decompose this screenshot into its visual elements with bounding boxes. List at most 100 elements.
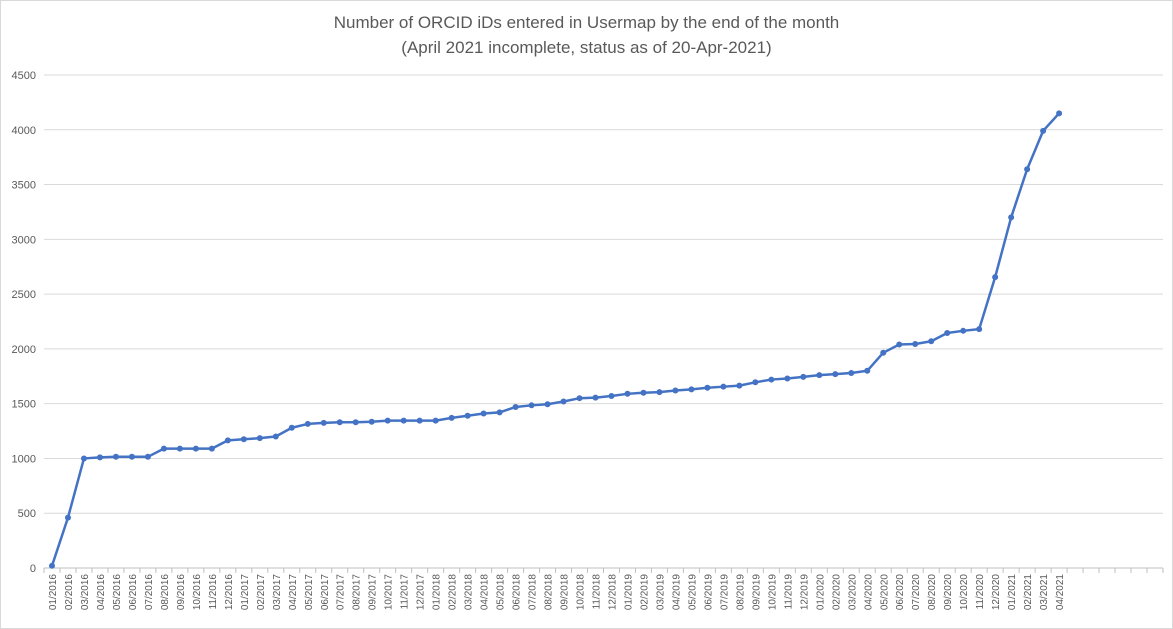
data-point: [512, 403, 519, 410]
x-tick-label: 04/2021: [1055, 574, 1066, 611]
x-tick-label: 06/2016: [128, 574, 139, 611]
data-point: [288, 424, 295, 431]
data-point: [976, 326, 983, 333]
data-point: [640, 389, 647, 396]
x-tick-label: 07/2019: [719, 574, 730, 611]
y-tick-label: 4000: [12, 125, 36, 137]
x-tick-label: 12/2020: [991, 574, 1002, 611]
data-point: [784, 375, 791, 382]
data-point: [944, 330, 951, 337]
x-tick-label: 04/2020: [863, 574, 874, 611]
x-tick-label: 02/2020: [831, 574, 842, 611]
y-tick-label: 1000: [12, 453, 36, 465]
data-point: [608, 392, 615, 399]
data-point: [336, 419, 343, 426]
x-tick-label: 02/2018: [448, 574, 459, 611]
data-point: [880, 349, 887, 356]
x-tick-label: 03/2016: [80, 574, 91, 611]
x-tick-label: 08/2019: [735, 574, 746, 611]
x-tick-label: 11/2018: [592, 574, 603, 610]
x-tick-label: 02/2017: [256, 574, 267, 611]
x-tick-label: 10/2016: [192, 574, 203, 611]
x-tick-label: 02/2021: [1023, 574, 1034, 611]
y-tick-label: 2500: [12, 289, 36, 301]
y-axis-ticks: 0 500 1000 1500 2000 2500 3000 3500 4000 4500: [12, 70, 36, 575]
data-point: [768, 376, 775, 383]
data-point: [1056, 110, 1063, 117]
data-point: [384, 417, 391, 424]
data-point: [720, 383, 727, 390]
x-tick-label: 11/2020: [975, 574, 986, 610]
x-tick-label: 05/2019: [687, 574, 698, 611]
x-tick-label: 09/2019: [751, 574, 762, 611]
data-point: [480, 410, 487, 417]
data-point: [320, 419, 327, 426]
data-point: [1008, 214, 1015, 221]
data-point: [272, 433, 279, 440]
x-tick-label: 03/2018: [464, 574, 475, 611]
data-point: [816, 372, 823, 379]
x-tick-label: 07/2016: [144, 574, 155, 611]
y-tick-label: 0: [30, 563, 36, 575]
x-tick-label: 01/2016: [48, 574, 59, 611]
data-point: [928, 338, 935, 345]
data-point: [592, 394, 599, 401]
data-point: [400, 417, 407, 424]
x-tick-label: 12/2016: [224, 574, 235, 611]
y-tick-label: 1500: [12, 399, 36, 411]
data-point: [1024, 166, 1031, 173]
data-point: [704, 384, 711, 391]
x-tick-label: 12/2019: [799, 574, 810, 611]
x-tick-label: 01/2021: [1007, 574, 1018, 611]
data-point: [416, 417, 423, 424]
x-tick-label: 03/2017: [272, 574, 283, 611]
data-point: [448, 414, 455, 421]
x-tick-label: 02/2016: [64, 574, 75, 611]
data-point: [496, 409, 503, 416]
x-tick-label: 12/2017: [416, 574, 427, 611]
x-tick-label: 04/2016: [96, 574, 107, 611]
x-tick-label: 09/2018: [560, 574, 571, 611]
x-tick-label: 08/2020: [927, 574, 938, 611]
data-point: [144, 453, 151, 460]
x-tick-label: 10/2020: [959, 574, 970, 611]
data-point: [576, 395, 583, 402]
x-tick-label: 01/2017: [240, 574, 251, 611]
x-tick-label: 03/2021: [1039, 574, 1050, 611]
data-point: [352, 419, 359, 426]
x-tick-label: 06/2018: [512, 574, 523, 611]
data-point: [160, 445, 167, 452]
data-point: [464, 412, 471, 419]
data-point: [800, 373, 807, 380]
data-point: [224, 437, 231, 444]
data-point: [80, 455, 87, 462]
data-point: [208, 445, 215, 452]
chart-title: Number of ORCID iDs entered in Usermap b…: [333, 13, 840, 32]
series-line-group: [50, 112, 1061, 568]
data-point: [560, 398, 567, 405]
data-point: [656, 389, 663, 396]
y-tick-label: 2000: [12, 344, 36, 356]
x-axis-ticks: 01/2016 02/2016 03/2016 04/2016 05/2016 06/20…: [48, 574, 1066, 611]
y-tick-label: 3000: [12, 234, 36, 246]
x-tick-label: 05/2017: [304, 574, 315, 611]
x-tick-label: 06/2019: [703, 574, 714, 611]
x-tick-label: 01/2019: [623, 574, 634, 611]
data-point: [832, 371, 839, 378]
x-tick-label: 03/2019: [655, 574, 666, 611]
x-tick-label: 05/2020: [879, 574, 890, 611]
x-tick-label: 03/2020: [847, 574, 858, 611]
x-tick-label: 10/2017: [384, 574, 395, 611]
x-tick-label: 11/2016: [208, 574, 219, 610]
data-point: [112, 453, 119, 460]
series-line: [50, 112, 1061, 568]
x-tick-label: 02/2019: [639, 574, 650, 611]
chart-subtitle: (April 2021 incomplete, status as of 20-…: [401, 38, 772, 57]
data-point: [64, 514, 71, 521]
data-point: [752, 379, 759, 386]
x-tick-label: 07/2017: [336, 574, 347, 611]
data-point: [192, 445, 199, 452]
x-tick-label: 09/2020: [943, 574, 954, 611]
